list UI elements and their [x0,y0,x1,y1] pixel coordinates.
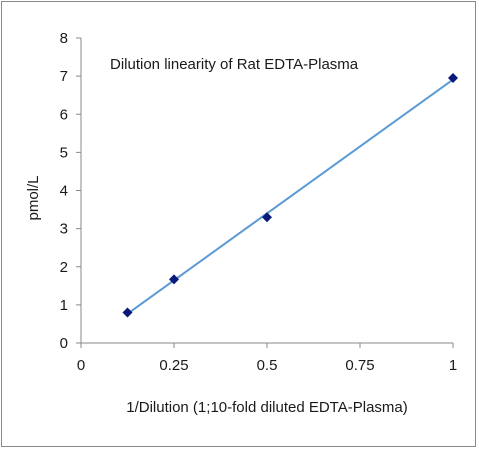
x-tick-label: 0.5 [257,357,278,374]
chart-title: Dilution linearity of Rat EDTA-Plasma [110,56,359,73]
y-tick-label: 5 [60,144,68,161]
y-tick-labels: 0 1 2 3 4 5 6 7 8 [60,30,68,352]
trend-line [126,78,454,315]
y-tick-label: 2 [60,259,68,276]
series-group [122,73,458,318]
y-axis-title: pmol/L [25,175,42,220]
x-tick-labels: 0 0.25 0.5 0.75 1 [77,357,457,374]
data-point [169,274,179,285]
x-tick-label: 1 [449,357,457,374]
y-tick-label: 1 [60,297,68,314]
y-tick-label: 0 [60,335,68,352]
x-tick-label: 0.75 [345,357,374,374]
x-tick-label: 0 [77,357,85,374]
data-point [122,307,133,318]
y-tick-label: 3 [60,221,68,238]
x-axis-title: 1/Dilution (1;10-fold diluted EDTA-Plasm… [126,399,408,416]
y-tick-label: 7 [60,68,68,85]
axes [76,37,454,348]
x-tick-label: 0.25 [159,357,188,374]
y-tick-label: 6 [60,106,68,123]
y-tick-label: 8 [60,30,68,47]
data-point [262,212,272,223]
y-tick-label: 4 [60,183,68,200]
data-point [448,73,458,84]
